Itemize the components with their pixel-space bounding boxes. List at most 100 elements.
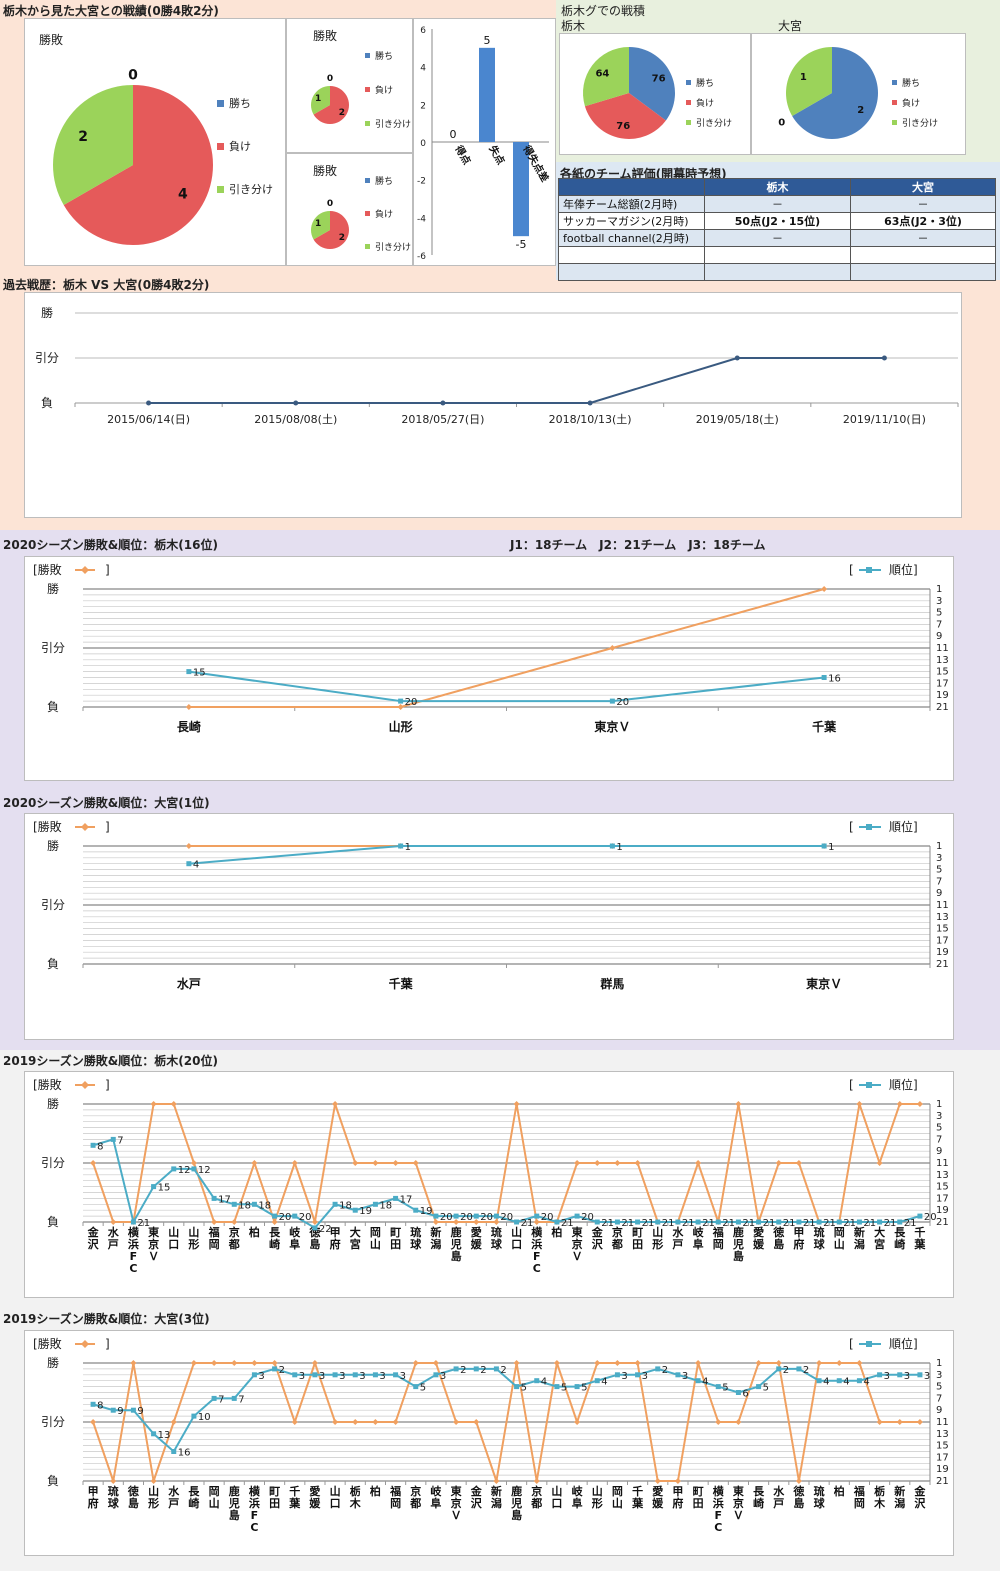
result-point xyxy=(594,1160,601,1166)
rank-point xyxy=(453,1213,459,1219)
x-category-label: 鹿児島 xyxy=(732,1225,744,1263)
rank-legend-label: 順位] xyxy=(889,1336,918,1351)
eval-row-label: football channel(2月時) xyxy=(558,229,705,247)
rank-data-label: 21 xyxy=(803,1218,816,1229)
x-category-label: 東京Ｖ xyxy=(733,1484,745,1522)
result-point xyxy=(432,1360,439,1366)
x-category-label: 徳島 xyxy=(772,1225,784,1251)
rank-data-label: 20 xyxy=(581,1212,594,1223)
pie-slice xyxy=(792,47,878,139)
legend-draw: 引き分け xyxy=(375,120,412,130)
result-point xyxy=(513,1101,520,1107)
rank-point xyxy=(312,1372,318,1378)
pie-value-label: 2 xyxy=(857,105,864,116)
bar-category-label: 失点 xyxy=(486,143,507,167)
bar-y-tick: 6 xyxy=(420,26,426,36)
result-point xyxy=(574,1419,581,1425)
x-category-label: 愛媛 xyxy=(752,1225,765,1251)
rank-y-tick: 5 xyxy=(936,1123,942,1134)
rank-point xyxy=(352,1207,358,1213)
pie-value-label: 76 xyxy=(616,121,630,132)
x-category-label: 鹿児島 xyxy=(450,1225,462,1263)
rank-data-label: 21 xyxy=(863,1218,876,1229)
x-category-label: 千葉 xyxy=(631,1484,644,1510)
rank-point xyxy=(574,1384,580,1390)
result-point xyxy=(553,1360,560,1366)
rank-y-tick: 17 xyxy=(936,1193,949,1204)
rank-data-label: 16 xyxy=(828,674,841,685)
result-legend-marker xyxy=(81,1340,89,1348)
rank-point xyxy=(821,675,827,680)
rank-point xyxy=(231,1201,237,1207)
rank-point xyxy=(393,1372,399,1378)
season-2019-tochigi-title: 2019シーズン勝敗&順位：栃木(20位) xyxy=(3,1054,218,1068)
result-line xyxy=(92,1359,920,1482)
x-category-label: 福岡 xyxy=(208,1225,220,1251)
league-pie-panel-b: 2 0 1 勝ち 負け 引き分け xyxy=(751,33,966,155)
rank-y-tick: 1 xyxy=(936,1358,942,1369)
result-point xyxy=(574,1160,581,1166)
rank-data-label: 18 xyxy=(238,1200,251,1211)
rank-data-label: 3 xyxy=(400,1371,406,1382)
result-point xyxy=(896,1101,903,1107)
result-point xyxy=(473,1219,480,1225)
legend-draw: 引き分け xyxy=(902,119,939,129)
rank-point xyxy=(735,1390,741,1395)
rank-point xyxy=(574,1213,580,1219)
result-point xyxy=(185,843,192,849)
x-category-label: 徳島 xyxy=(127,1484,139,1510)
rank-point xyxy=(856,1378,862,1384)
rank-point xyxy=(877,1372,883,1378)
rank-point xyxy=(332,1201,338,1207)
eval-row xyxy=(558,263,996,281)
rank-data-label: 12 xyxy=(178,1165,191,1176)
x-category-label: 水戸 xyxy=(177,976,201,991)
result-point xyxy=(614,1360,621,1366)
rank-data-label: 21 xyxy=(843,1218,856,1229)
x-category-label: 水戸 xyxy=(773,1484,785,1510)
rank-data-label: 21 xyxy=(763,1218,776,1229)
result-point xyxy=(795,1160,802,1166)
rank-y-tick: 21 xyxy=(936,1476,949,1487)
rank-data-label: 3 xyxy=(924,1371,930,1382)
rank-data-label: 3 xyxy=(339,1371,345,1382)
x-category-label: 水戸 xyxy=(672,1225,684,1251)
legend-win: 勝ち xyxy=(375,177,394,187)
x-category-label: 鹿児島 xyxy=(510,1484,522,1522)
x-category-label: 琉球 xyxy=(410,1225,422,1251)
rank-point xyxy=(292,1372,298,1378)
rank-data-label: 4 xyxy=(702,1377,708,1388)
result-point xyxy=(170,1419,177,1425)
x-category-label: 新潟 xyxy=(894,1484,905,1510)
result-point xyxy=(654,1478,661,1484)
rank-y-tick: 15 xyxy=(936,924,949,935)
rank-data-label: 1 xyxy=(405,842,411,853)
x-category-label: 柏 xyxy=(551,1225,562,1239)
rank-point xyxy=(796,1366,802,1372)
result-y-label: 勝 xyxy=(47,838,59,853)
rank-data-label: 20 xyxy=(924,1212,937,1223)
rank-point xyxy=(130,1219,136,1225)
rank-point xyxy=(796,1219,802,1225)
legend-win: 勝ち xyxy=(902,79,921,89)
result-point xyxy=(493,1219,500,1225)
result-point xyxy=(271,1219,278,1225)
result-y-label: 勝 xyxy=(47,1096,59,1111)
rank-y-tick: 9 xyxy=(936,888,942,899)
rank-legend-open: [ xyxy=(849,1078,854,1092)
pie-slice xyxy=(313,211,349,249)
result-y-label: 引分 xyxy=(41,898,65,912)
small-pie-panel-1: 勝敗 0 2 1 勝ち 負け 引き分け xyxy=(286,18,413,153)
x-category-label: 山形 xyxy=(148,1484,159,1510)
rank-point xyxy=(398,698,404,704)
rank-data-label: 21 xyxy=(521,1218,534,1229)
small-pie-1-title: 勝敗 xyxy=(313,29,338,43)
rank-point xyxy=(856,1219,862,1225)
rank-point xyxy=(372,1201,378,1207)
rank-data-label: 2 xyxy=(803,1365,809,1376)
result-point xyxy=(130,1360,137,1366)
rank-data-label: 7 xyxy=(238,1394,244,1405)
result-legend-marker xyxy=(81,566,89,574)
rank-point xyxy=(231,1395,237,1401)
rank-point xyxy=(675,1219,681,1225)
